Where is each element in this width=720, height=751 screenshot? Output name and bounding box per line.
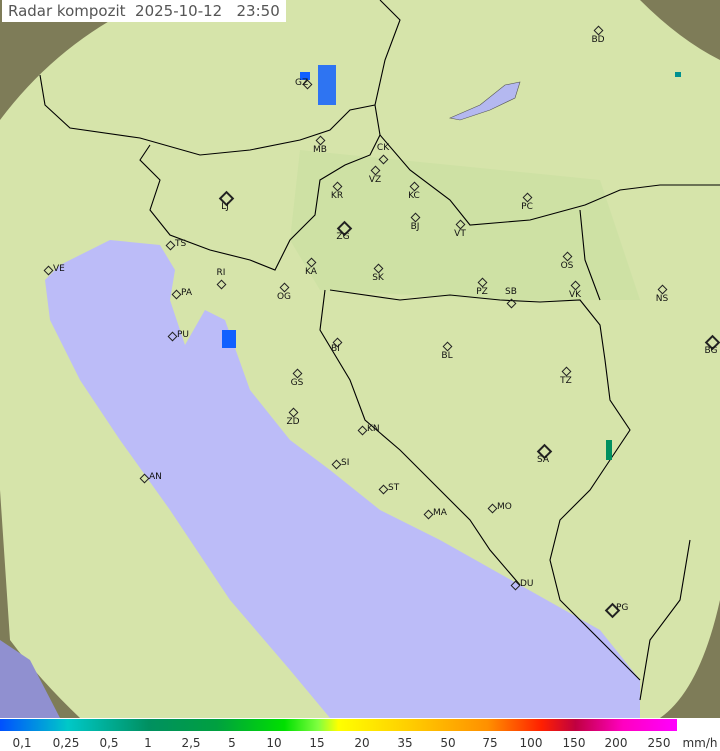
city-label: SI [341, 458, 350, 468]
color-scale-labels: 0,1 0,25 0,5 1 2,5 5 10 15 20 35 50 75 1… [0, 736, 720, 751]
city-label: NS [655, 294, 669, 304]
city-label: MO [497, 502, 512, 512]
scale-label: 100 [519, 736, 543, 750]
city-label: GS [290, 378, 304, 388]
scale-label: 75 [482, 736, 498, 750]
city-label: BD [591, 35, 605, 45]
city-label: KA [305, 267, 317, 277]
city-label: PG [616, 603, 629, 613]
city-label: BL [441, 351, 453, 361]
city-label: CK [376, 143, 390, 153]
city-label: AN [149, 472, 162, 482]
city-label: VZ [368, 175, 382, 185]
city-label: VE [53, 264, 65, 274]
map-title: Radar kompozit 2025-10-12 23:50 [2, 0, 286, 22]
city-label: ZD [286, 417, 300, 427]
scale-label: 200 [604, 736, 628, 750]
scale-label: 5 [228, 736, 236, 750]
echo-cell [318, 65, 336, 105]
city-label: ST [388, 483, 400, 493]
city-label: KC [408, 191, 420, 201]
city-label: TS [175, 239, 187, 249]
scale-label: 50 [440, 736, 456, 750]
city-label: TZ [560, 376, 572, 386]
city-label: OG [276, 292, 292, 302]
scale-label: 15 [309, 736, 325, 750]
scale-label: 0,5 [99, 736, 119, 750]
country-borders [39, 0, 720, 701]
scale-label: 150 [562, 736, 586, 750]
city-label: PA [181, 288, 193, 298]
city-label: DU [520, 579, 534, 589]
city-label: OS [560, 261, 574, 271]
scale-label: 0,1 [12, 736, 32, 750]
city-label: PU [177, 330, 190, 340]
city-label: BG [704, 346, 718, 356]
city-label: VT [454, 229, 466, 239]
scale-label: 0,25 [52, 736, 80, 750]
scale-label: 20 [354, 736, 370, 750]
echo-cell [675, 72, 681, 77]
city-label: BI [331, 344, 340, 354]
city-label: LJ [221, 202, 229, 212]
city-label: PZ [476, 287, 488, 297]
city-label: SA [536, 455, 550, 465]
city-label: ZG [336, 232, 350, 242]
city-label: MB [313, 145, 327, 155]
scale-label: 10 [266, 736, 282, 750]
scale-unit: mm/h [682, 736, 718, 750]
city-label: SB [505, 287, 517, 297]
city-label: GZ [295, 78, 309, 88]
city-label: VK [568, 290, 582, 300]
city-label: RI [216, 268, 226, 278]
scale-label: 1 [144, 736, 152, 750]
echo-cell [300, 72, 310, 80]
color-scale-bar [0, 719, 677, 731]
echo-cell [606, 440, 612, 460]
city-label: BJ [410, 222, 420, 232]
scale-label: 35 [397, 736, 413, 750]
scale-label: 250 [647, 736, 671, 750]
city-label: SK [372, 273, 384, 283]
echo-cell [222, 330, 236, 348]
scale-label: 2,5 [181, 736, 201, 750]
sea-tyrrhenian-corner [0, 640, 60, 718]
city-label: MA [433, 508, 447, 518]
coverage-inner-plain [290, 150, 640, 300]
radar-echoes [222, 65, 681, 460]
radar-map [0, 0, 720, 718]
city-label: KR [330, 191, 344, 201]
city-label: PC [521, 202, 533, 212]
city-label: KN [367, 424, 380, 434]
sea-adriatic [45, 240, 640, 718]
lake-balaton [449, 81, 521, 121]
